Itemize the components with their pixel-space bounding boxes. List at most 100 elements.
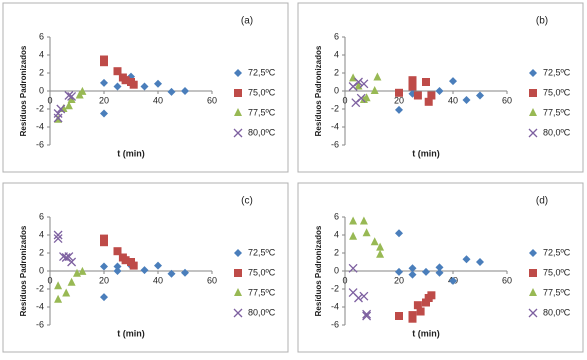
y-tick-label: -4 xyxy=(331,121,339,131)
square-marker xyxy=(121,76,130,85)
x-tick-label: 60 xyxy=(207,275,217,285)
triangle-marker xyxy=(67,277,76,286)
square-marker xyxy=(113,247,122,256)
diamond-marker xyxy=(529,249,537,257)
triangle-marker xyxy=(62,288,71,297)
diamond-marker xyxy=(100,109,108,118)
y-axis-label: Resíduos Padronizados xyxy=(314,225,323,316)
diamond-marker xyxy=(435,263,444,272)
diamond-marker xyxy=(234,249,242,257)
square-marker xyxy=(427,91,436,100)
panel-label: (b) xyxy=(536,16,548,27)
diamond-marker xyxy=(462,255,471,264)
x-tick-label: 0 xyxy=(342,275,347,285)
triangle-marker xyxy=(529,108,537,116)
x-marker xyxy=(53,234,63,244)
x-marker xyxy=(233,308,243,318)
x-marker xyxy=(67,91,77,101)
triangle-marker xyxy=(376,242,385,251)
x-axis-label: t (min) xyxy=(412,328,440,338)
x-tick-label: 60 xyxy=(502,275,512,285)
diamond-marker xyxy=(449,77,457,86)
diamond-marker xyxy=(408,270,417,279)
square-marker xyxy=(408,76,417,85)
x-tick-label: 20 xyxy=(99,275,109,285)
x-tick-label: 20 xyxy=(394,95,404,105)
x-tick-label: 20 xyxy=(394,275,404,285)
y-tick-label: 6 xyxy=(334,211,339,221)
y-tick-label: -4 xyxy=(36,121,44,131)
y-tick-label: 0 xyxy=(334,265,339,275)
diamond-marker xyxy=(154,79,162,88)
square-marker xyxy=(234,89,242,97)
y-tick-label: 2 xyxy=(334,67,339,77)
y-tick-label: 4 xyxy=(39,49,44,59)
x-tick-label: 40 xyxy=(448,95,458,105)
x-axis-label: t (min) xyxy=(117,328,145,338)
x-marker xyxy=(53,113,63,123)
legend-label: 75,0ºC xyxy=(248,267,276,277)
x-marker xyxy=(56,104,66,114)
legend-label: 72,5ºC xyxy=(543,247,571,257)
x-tick-label: 40 xyxy=(153,95,163,105)
diamond-marker xyxy=(435,87,444,95)
y-tick-label: -4 xyxy=(36,301,44,311)
diamond-marker xyxy=(167,269,176,278)
diamond-marker xyxy=(140,82,149,91)
triangle-marker xyxy=(78,266,87,275)
y-tick-label: -6 xyxy=(36,319,44,329)
y-tick-label: 2 xyxy=(39,247,44,257)
diamond-marker xyxy=(181,87,189,95)
x-marker xyxy=(354,77,363,87)
diamond-marker xyxy=(395,267,403,276)
legend-label: 72,5ºC xyxy=(248,247,276,257)
x-marker xyxy=(359,291,369,301)
legend-label: 80,0ºC xyxy=(248,127,276,137)
diamond-marker xyxy=(113,82,122,91)
diamond-marker xyxy=(100,293,108,302)
diamond-marker xyxy=(435,268,444,277)
diamond-marker xyxy=(462,96,471,104)
y-tick-label: -2 xyxy=(331,283,339,293)
diamond-marker xyxy=(422,267,430,276)
x-tick-label: 40 xyxy=(153,275,163,285)
y-tick-label: -6 xyxy=(331,139,339,149)
legend-label: 75,0ºC xyxy=(543,87,571,97)
square-marker xyxy=(427,291,436,300)
triangle-marker xyxy=(78,86,87,95)
triangle-marker xyxy=(234,288,242,296)
diamond-marker xyxy=(181,268,189,277)
diamond-marker xyxy=(100,78,108,87)
square-marker xyxy=(129,80,138,89)
y-tick-label: 0 xyxy=(39,265,44,275)
triangle-marker xyxy=(64,101,73,110)
y-tick-label: 2 xyxy=(39,67,44,77)
x-marker xyxy=(362,311,372,321)
legend-label: 77,5ºC xyxy=(543,287,571,297)
y-tick-label: -2 xyxy=(36,103,44,113)
diamond-marker xyxy=(234,69,242,77)
y-tick-label: 0 xyxy=(334,85,339,95)
diamond-marker xyxy=(140,266,149,275)
legend-label: 80,0ºC xyxy=(543,307,571,317)
x-marker xyxy=(233,128,243,138)
diamond-marker xyxy=(100,262,108,271)
triangle-marker xyxy=(349,216,358,225)
legend-label: 80,0ºC xyxy=(248,307,276,317)
x-tick-label: 60 xyxy=(207,95,217,105)
diamond-marker xyxy=(408,264,417,273)
x-axis-label: t (min) xyxy=(117,148,145,158)
y-tick-label: -4 xyxy=(331,301,339,311)
y-tick-label: 4 xyxy=(334,49,339,59)
x-tick-label: 0 xyxy=(47,275,52,285)
x-marker xyxy=(64,91,74,100)
panel-border xyxy=(297,2,584,173)
diamond-marker xyxy=(113,262,122,271)
x-marker xyxy=(356,93,366,103)
diamond-marker xyxy=(476,258,484,266)
x-marker xyxy=(359,79,369,89)
triangle-marker xyxy=(349,231,358,240)
